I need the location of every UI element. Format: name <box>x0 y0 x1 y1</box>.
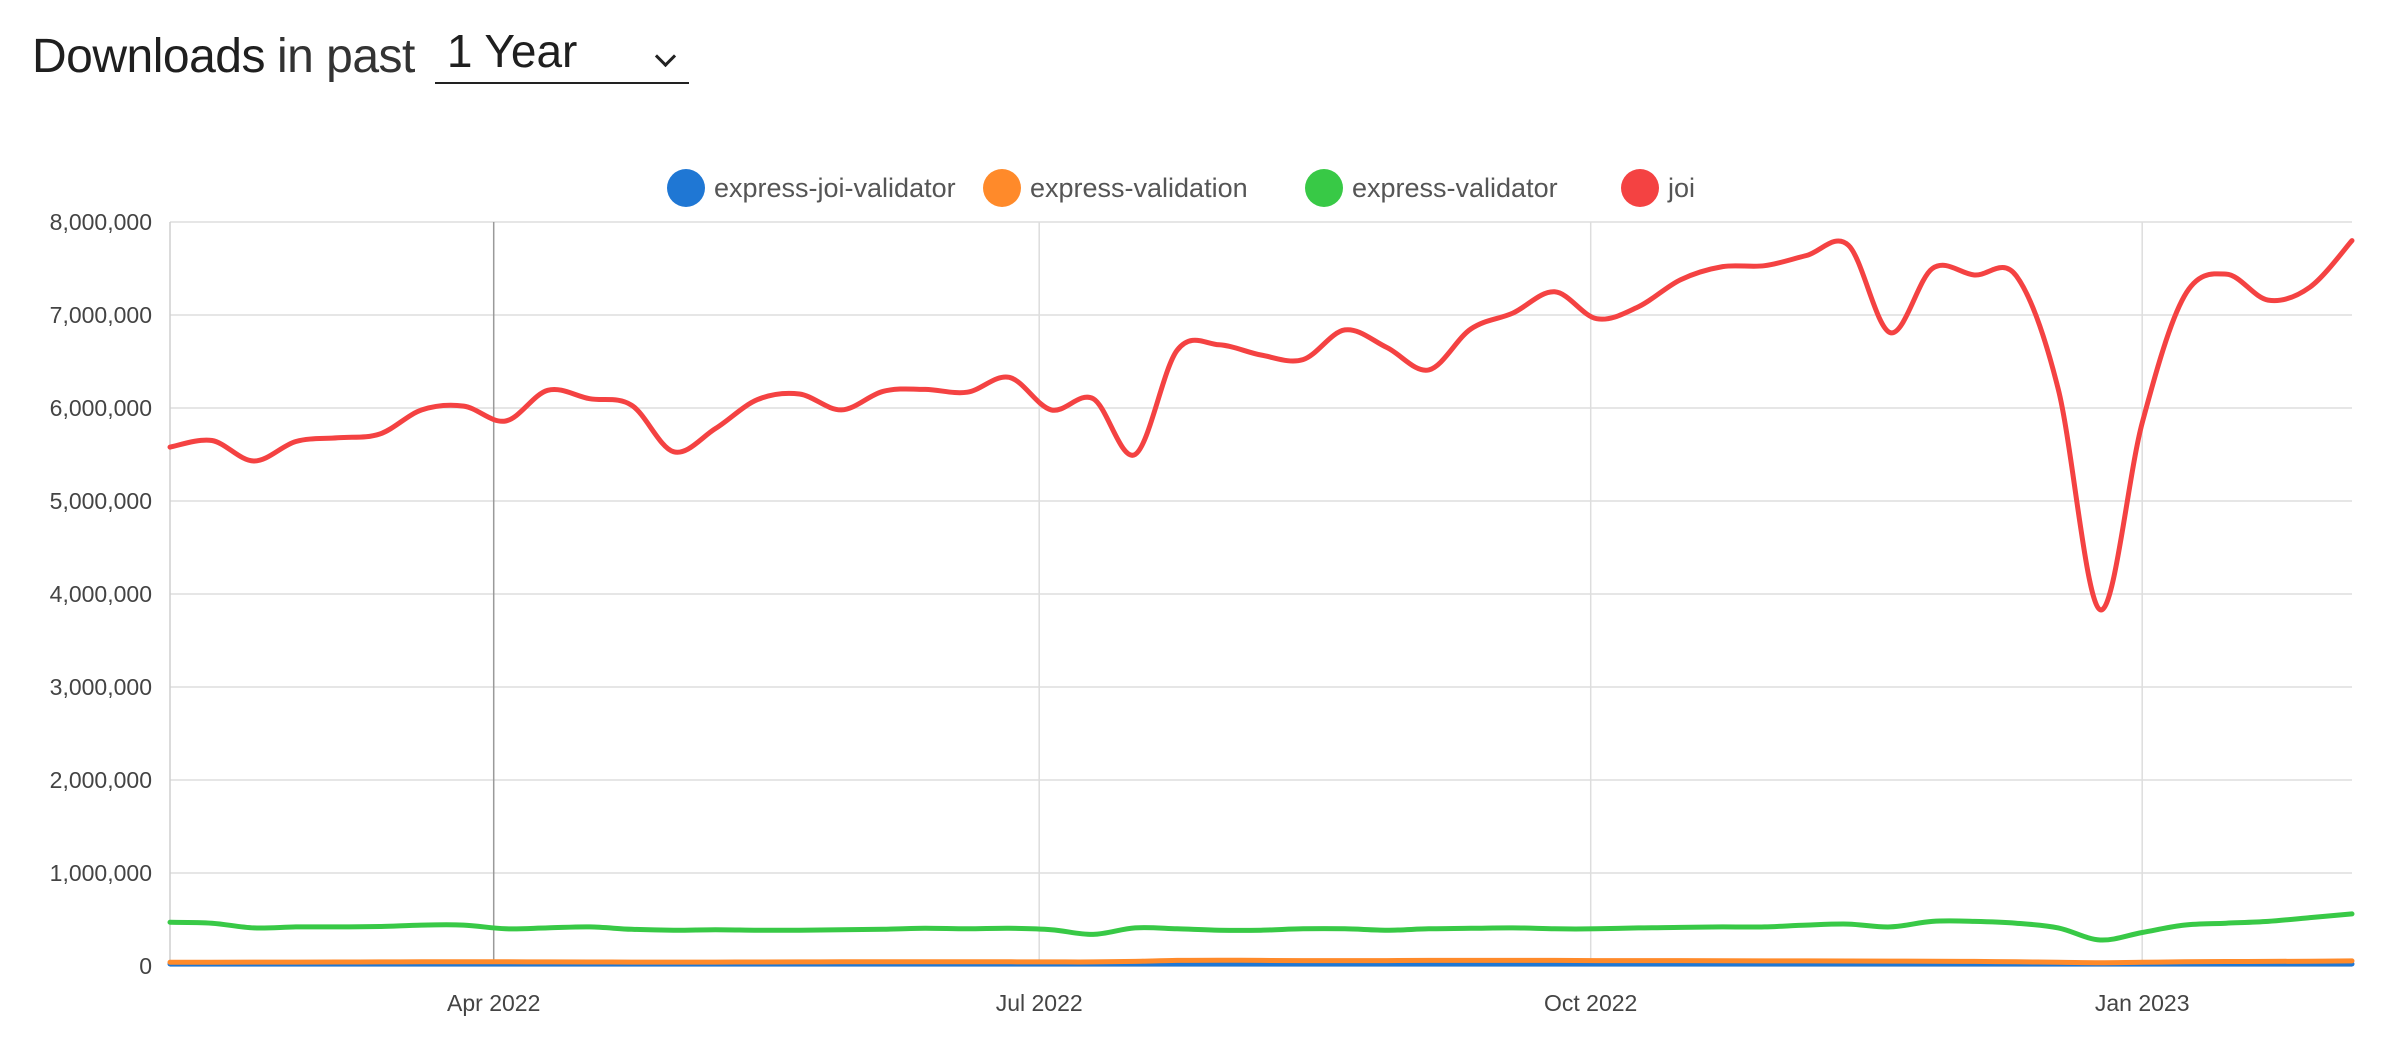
time-range-select[interactable]: 1 Year <box>434 20 689 84</box>
series-line-express-validation <box>167 957 2355 966</box>
time-range-value: 1 Year <box>446 25 578 77</box>
series-line-express-validator <box>167 911 2355 943</box>
y-tick-label: 0 <box>139 953 152 979</box>
x-tick-label: Oct 2022 <box>1544 990 1637 1016</box>
y-tick-label: 8,000,000 <box>50 209 152 235</box>
y-tick-label: 1,000,000 <box>50 860 152 886</box>
y-tick-label: 5,000,000 <box>50 488 152 514</box>
series-line-joi <box>167 238 2355 613</box>
y-tick-label: 4,000,000 <box>50 581 152 607</box>
x-tick-label: Apr 2022 <box>447 990 540 1016</box>
legend-item-express-validator[interactable]: express-validator <box>1305 169 1558 207</box>
legend-item-joi[interactable]: joi <box>1621 169 1695 207</box>
y-tick-label: 6,000,000 <box>50 395 152 421</box>
y-tick-label: 7,000,000 <box>50 302 152 328</box>
legend-item-express-joi-validator[interactable]: express-joi-validator <box>667 169 956 207</box>
legend-item-express-validation[interactable]: express-validation <box>983 169 1248 207</box>
legend: express-joi-validator express-validation e… <box>667 169 1695 207</box>
legend-label: express-validator <box>1352 173 1558 203</box>
x-tick-label: Jul 2022 <box>996 990 1083 1016</box>
legend-label: joi <box>1667 173 1695 203</box>
y-tick-label: 3,000,000 <box>50 674 152 700</box>
legend-swatch <box>983 169 1021 207</box>
grid <box>170 221 2352 967</box>
legend-label: express-validation <box>1030 173 1248 203</box>
legend-swatch <box>667 169 705 207</box>
page-title: Downloads <box>32 30 265 83</box>
x-tick-label: Jan 2023 <box>2095 990 2190 1016</box>
legend-label: express-joi-validator <box>714 173 956 203</box>
page-title-suffix: in past <box>276 30 415 83</box>
legend-swatch <box>1305 169 1343 207</box>
legend-swatch <box>1621 169 1659 207</box>
header: Downloads in past 1 Year <box>32 18 689 84</box>
y-tick-label: 2,000,000 <box>50 767 152 793</box>
series-lines <box>167 238 2355 967</box>
axes: 0 1,000,000 2,000,000 3,000,000 4,000,000 5,0… <box>50 209 2352 1016</box>
